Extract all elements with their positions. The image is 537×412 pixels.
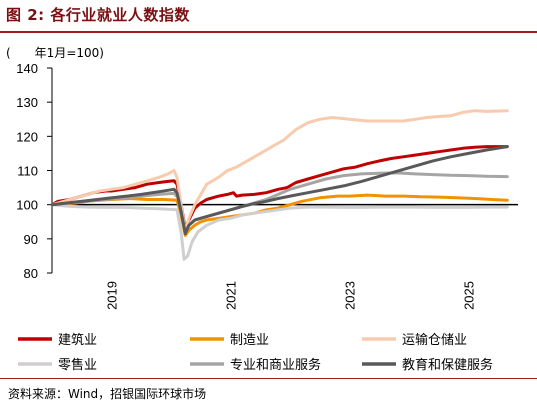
- y-tick-label: 140: [16, 61, 38, 76]
- y-tick-label: 100: [16, 198, 38, 213]
- series-line-6: [50, 145, 509, 236]
- y-tick-label: 120: [16, 129, 38, 144]
- x-tick-label: 2025: [462, 281, 477, 310]
- source-note: 资料来源：Wind，招银国际环球市场: [8, 387, 207, 401]
- title-divider: [0, 31, 537, 33]
- series-line-2: [50, 193, 509, 237]
- series-line-3: [50, 109, 509, 234]
- line-chart: 80 90 100 110 120 130 140 2019 2021 2023 2025 建筑业 制…: [6, 46, 518, 373]
- legend-label: 教育和保健服务: [402, 357, 493, 373]
- series-line-4: [50, 203, 509, 261]
- chart-axes: 80 90 100 110 120 130 140 2019 2021 2023 2025: [16, 61, 518, 310]
- legend-label: 制造业: [230, 333, 269, 348]
- y-unit-label: ( 年1月=100): [6, 46, 104, 60]
- source-divider: [0, 378, 537, 379]
- series-line-1: [50, 145, 509, 231]
- legend-label: 运输仓储业: [402, 332, 467, 348]
- series-line-5: [50, 171, 509, 234]
- legend-label: 建筑业: [58, 332, 97, 348]
- legend-label: 零售业: [58, 357, 97, 373]
- x-tick-label: 2019: [105, 281, 120, 310]
- y-tick-label: 130: [16, 95, 38, 110]
- x-tick-label: 2023: [343, 281, 358, 310]
- x-tick-label: 2021: [224, 281, 239, 310]
- y-tick-label: 90: [24, 232, 38, 247]
- y-tick-label: 110: [17, 164, 38, 179]
- chart-series-lines: [50, 109, 509, 261]
- chart-title: 图 2: 各行业就业人数指数: [6, 6, 190, 24]
- y-tick-label: 80: [24, 266, 38, 281]
- legend-label: 专业和商业服务: [230, 357, 321, 373]
